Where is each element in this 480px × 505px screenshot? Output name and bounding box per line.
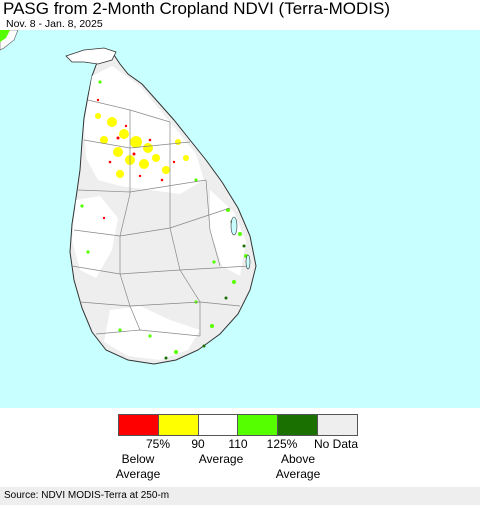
caption-above-line2: Average — [275, 467, 321, 481]
map-title: PASG from 2-Month Cropland NDVI (Terra-M… — [3, 0, 390, 18]
caption-above-line1: Above — [280, 452, 316, 466]
legend-bar — [118, 414, 358, 436]
legend-tick-125: 125% — [266, 437, 298, 451]
caption-below-line2: Average — [115, 467, 161, 481]
district-boundaries — [71, 99, 251, 337]
legend-caption-average: Average — [199, 452, 243, 467]
normal-zone-south — [104, 306, 200, 360]
legend-swatch-110-125 — [238, 415, 279, 435]
legend-caption-below: Below Average — [116, 452, 160, 482]
legend-tick-110: 110 — [228, 437, 248, 451]
legend-swatch-no-data — [318, 415, 357, 435]
above-average-dots — [80, 80, 248, 354]
legend-swatch-above-125 — [278, 415, 319, 435]
caption-below-line1: Below — [121, 452, 155, 466]
below-average-cluster — [95, 113, 189, 178]
normal-zone-west — [72, 196, 118, 278]
legend-swatch-75-90 — [158, 415, 199, 435]
legend-tick-90: 90 — [191, 437, 205, 451]
legend-swatch-below-75 — [119, 415, 159, 435]
legend-swatch-90-110 — [198, 415, 239, 435]
legend-tick-75: 75% — [145, 437, 171, 451]
source-text: Source: NDVI MODIS-Terra at 250-m — [4, 490, 170, 501]
india-coast-vegetation — [0, 30, 10, 42]
sri-lanka-map — [0, 30, 480, 408]
lagoon-outlines — [230, 216, 251, 270]
source-footer: Source: NDVI MODIS-Terra at 250-m — [0, 487, 480, 505]
date-range: Nov. 8 - Jan. 8, 2025 — [6, 18, 103, 30]
jaffna-peninsula — [65, 47, 117, 65]
severe-below-dots — [96, 98, 176, 220]
map-canvas — [0, 30, 480, 408]
caption-average: Average — [198, 452, 244, 466]
legend-tick-no-data: No Data — [313, 437, 359, 451]
legend-caption-above: Above Average — [276, 452, 320, 482]
